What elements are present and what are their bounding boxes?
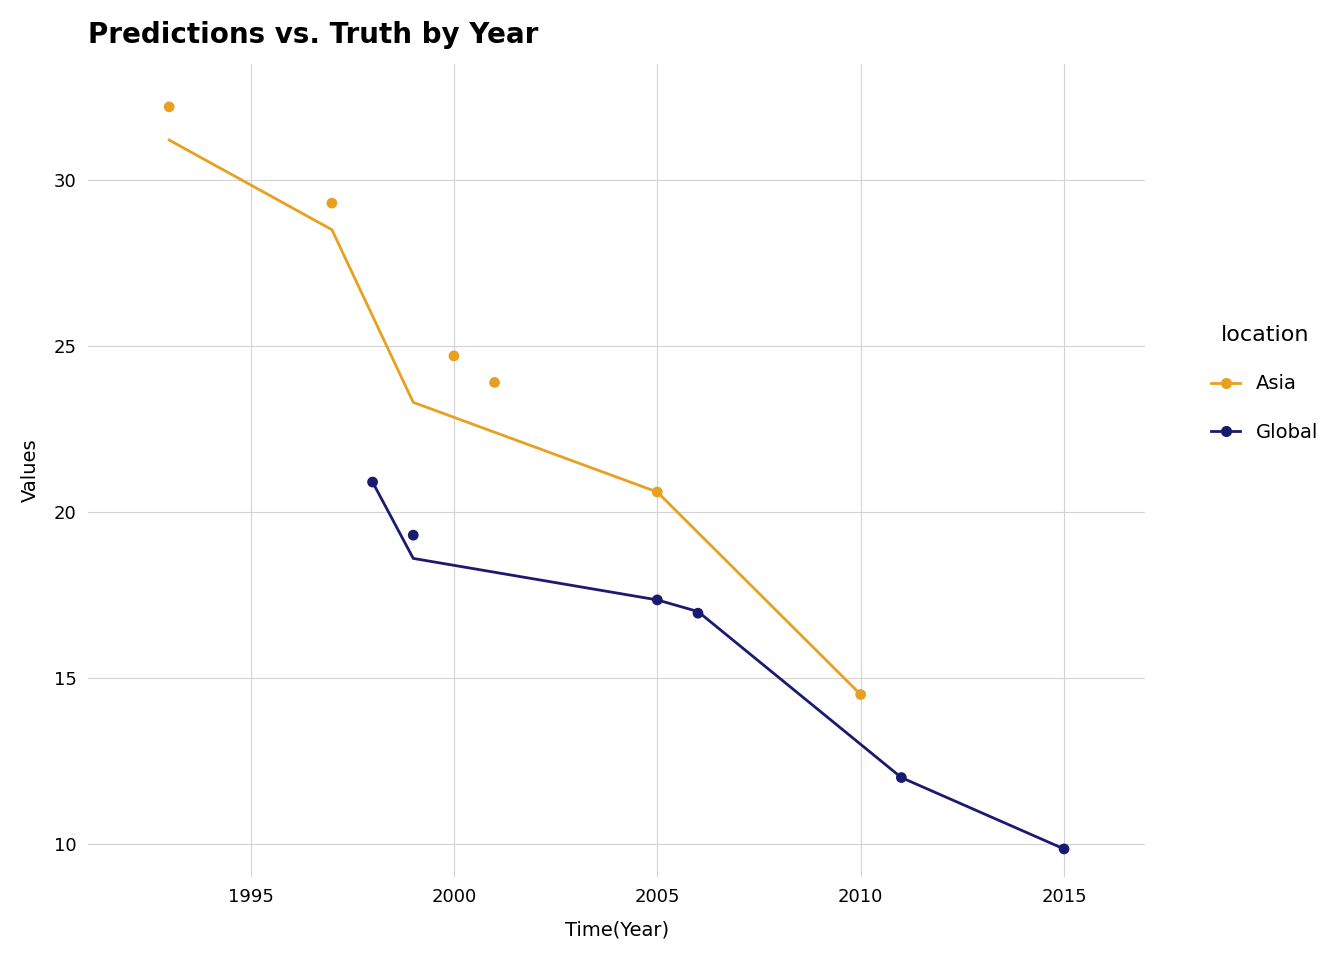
Point bbox=[362, 474, 383, 490]
Point bbox=[646, 592, 668, 608]
Y-axis label: Values: Values bbox=[22, 439, 40, 502]
Point bbox=[646, 484, 668, 499]
Point bbox=[444, 348, 465, 364]
Point bbox=[402, 527, 423, 542]
Text: Predictions vs. Truth by Year: Predictions vs. Truth by Year bbox=[87, 21, 538, 49]
Legend: Asia, Global: Asia, Global bbox=[1203, 318, 1327, 449]
X-axis label: Time(Year): Time(Year) bbox=[564, 921, 669, 939]
Point bbox=[687, 606, 708, 621]
Point bbox=[321, 196, 343, 211]
Point bbox=[484, 374, 505, 390]
Point bbox=[159, 99, 180, 114]
Point bbox=[891, 770, 913, 785]
Point bbox=[849, 686, 871, 702]
Point bbox=[1054, 841, 1075, 856]
